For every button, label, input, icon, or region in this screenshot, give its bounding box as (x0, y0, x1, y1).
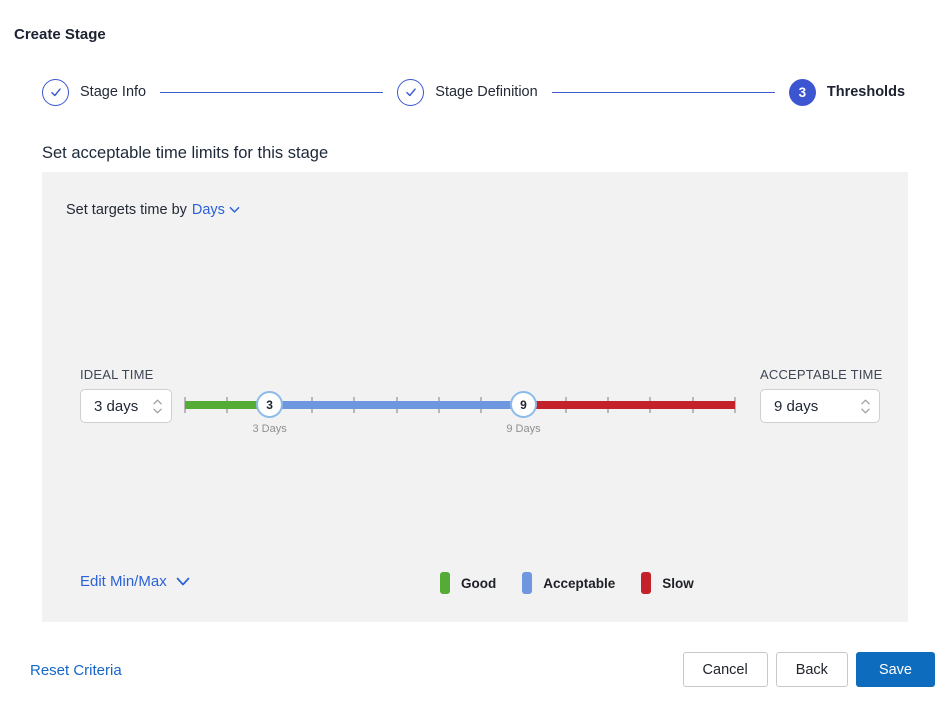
ideal-handle-label: 3 Days (252, 423, 287, 435)
step-label: Stage Info (80, 84, 147, 100)
stepper: Stage Info Stage Definition 3 Thresholds (42, 78, 905, 106)
acceptable-time-stepper[interactable] (852, 399, 879, 414)
acceptable-time-label: ACCEPTABLE TIME (760, 367, 883, 382)
acceptable-handle-label: 9 Days (506, 423, 541, 435)
edit-minmax-link[interactable]: Edit Min/Max (80, 573, 190, 590)
reset-criteria-link[interactable]: Reset Criteria (30, 662, 122, 679)
step-label: Thresholds (826, 84, 906, 100)
chevron-down-icon (176, 573, 190, 590)
thresholds-panel: Set targets time by Days IDEAL TIME 3 da… (42, 172, 908, 622)
acceptable-slider-handle[interactable]: 9 (509, 391, 537, 418)
chevron-down-icon (153, 408, 162, 413)
step-label: Stage Definition (435, 84, 538, 100)
ideal-time-input[interactable]: 3 days (80, 389, 172, 423)
legend-item-good: Good (440, 572, 496, 594)
step-stage-info[interactable]: Stage Info (42, 78, 147, 106)
step-number-badge: 3 (788, 78, 816, 106)
chevron-down-icon (229, 202, 240, 218)
footer-buttons: Cancel Back Save (682, 652, 935, 687)
acceptable-swatch (522, 572, 533, 594)
unit-dropdown[interactable]: Days (192, 202, 240, 218)
legend: Good Acceptable Slow (440, 572, 694, 594)
ideal-time-stepper[interactable] (144, 399, 171, 414)
step-thresholds[interactable]: 3 Thresholds (788, 78, 906, 106)
legend-item-acceptable: Acceptable (522, 572, 615, 594)
chevron-up-icon (153, 399, 162, 404)
legend-item-slow: Slow (641, 572, 694, 594)
acceptable-time-input[interactable]: 9 days (760, 389, 880, 423)
cancel-button[interactable]: Cancel (682, 652, 768, 687)
save-button[interactable]: Save (855, 652, 935, 687)
page-title: Create Stage (14, 26, 106, 43)
legend-label: Slow (662, 575, 694, 591)
ideal-time-group: IDEAL TIME 3 days (80, 367, 172, 423)
stepper-connector (160, 91, 384, 93)
acceptable-time-value: 9 days (774, 397, 819, 415)
slider-segment-good (185, 401, 270, 409)
chevron-down-icon (861, 408, 870, 413)
back-button[interactable]: Back (775, 652, 848, 687)
slow-swatch (641, 572, 652, 594)
step-stage-definition[interactable]: Stage Definition (397, 78, 538, 106)
legend-label: Good (461, 575, 497, 591)
check-circle-icon (397, 78, 425, 106)
threshold-slider[interactable]: 3 9 3 Days 9 Days (184, 375, 736, 437)
ideal-time-value: 3 days (94, 397, 139, 415)
edit-minmax-label: Edit Min/Max (80, 573, 167, 590)
section-heading: Set acceptable time limits for this stag… (42, 144, 329, 162)
acceptable-time-group: ACCEPTABLE TIME 9 days (760, 367, 888, 423)
unit-dropdown-value: Days (191, 202, 225, 218)
targets-time-prefix: Set targets time by (66, 202, 187, 218)
legend-label: Acceptable (543, 575, 616, 591)
slider-segment-slow (523, 401, 735, 409)
ideal-slider-handle[interactable]: 3 (256, 391, 284, 418)
chevron-up-icon (861, 399, 870, 404)
stepper-connector (551, 91, 775, 93)
ideal-time-label: IDEAL TIME (80, 367, 154, 382)
good-swatch (440, 572, 450, 594)
slider-segment-acceptable (269, 401, 524, 409)
check-circle-icon (42, 78, 69, 106)
targets-time-row: Set targets time by Days (66, 202, 240, 218)
